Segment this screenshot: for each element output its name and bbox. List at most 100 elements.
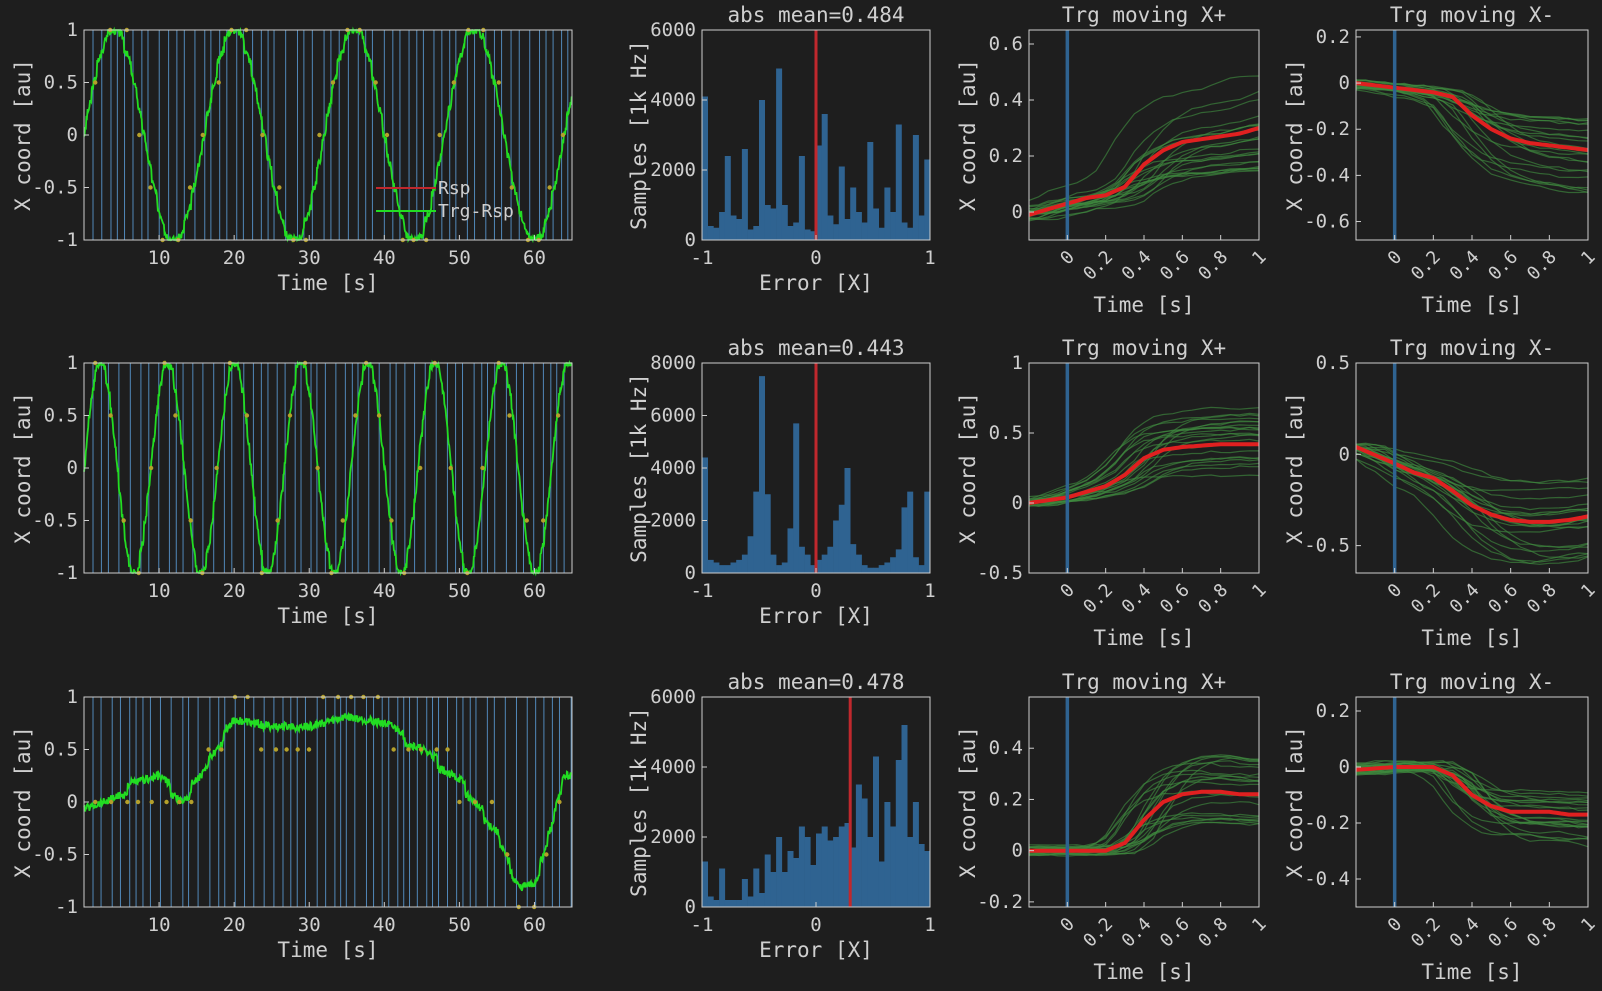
chart-title: abs mean=0.443 <box>727 336 904 360</box>
y-tick-label: 1 <box>67 19 78 41</box>
histogram-bar <box>764 205 771 240</box>
histogram-bar <box>747 229 754 240</box>
target-dot <box>93 799 98 805</box>
histogram-bar <box>719 565 726 574</box>
y-axis-label: X coord [au] <box>11 59 35 211</box>
y-tick-label: -0.2 <box>1304 812 1350 834</box>
x-axis-label: Time [s] <box>1093 293 1194 317</box>
y-tick-label: -1 <box>55 896 78 918</box>
target-dot <box>93 80 98 85</box>
histogram-bar <box>901 507 908 574</box>
legend-label-trg-rsp: Trg-Rsp <box>438 201 514 222</box>
y-axis-label: X coord [au] <box>1283 59 1307 211</box>
y-axis-label: Samples [1k Hz] <box>627 707 651 897</box>
y-tick-label: 0.5 <box>44 739 78 761</box>
x-axis-label: Time [s] <box>277 271 378 295</box>
histogram-bar <box>747 896 754 907</box>
histogram-bar <box>764 494 771 573</box>
histogram-bar <box>861 222 868 240</box>
x-tick-label: 50 <box>448 580 471 602</box>
target-dot <box>315 465 320 471</box>
histogram-bar <box>895 549 902 574</box>
x-tick-label: 30 <box>298 580 321 602</box>
target-dot <box>373 80 378 85</box>
histogram-bar <box>776 565 783 574</box>
target-dot <box>541 518 546 523</box>
y-axis-label: X coord [au] <box>956 726 980 878</box>
y-tick-label: 1 <box>67 352 78 374</box>
y-tick-label: 0.2 <box>1316 26 1350 48</box>
x-tick-label: 10 <box>148 580 171 602</box>
y-tick-label: 2000 <box>650 826 696 848</box>
histogram-bar <box>901 725 908 907</box>
target-dot <box>219 747 224 752</box>
y-tick-label: 0 <box>685 896 696 918</box>
y-tick-label: 6000 <box>650 19 696 41</box>
x-tick-label: 1 <box>924 247 935 269</box>
y-tick-label: -1 <box>55 562 78 584</box>
histogram-bar <box>793 423 800 574</box>
y-tick-label: 2000 <box>650 159 696 181</box>
chart-title: abs mean=0.484 <box>727 3 904 27</box>
y-tick-label: -0.5 <box>32 177 78 199</box>
y-tick-label: 4000 <box>650 756 696 778</box>
target-dot <box>244 413 250 418</box>
y-tick-label: 0.5 <box>44 72 78 94</box>
x-tick-label: 20 <box>223 914 246 936</box>
histogram-bar <box>895 124 902 240</box>
histogram-bar <box>707 226 714 240</box>
y-tick-label: -0.5 <box>1304 535 1350 557</box>
histogram-bar <box>838 504 845 573</box>
target-dot <box>260 132 265 138</box>
x-tick-label: 50 <box>448 914 471 936</box>
y-tick-label: 8000 <box>650 352 696 374</box>
histogram-bar <box>753 868 760 907</box>
x-tick-label: 0 <box>810 580 821 602</box>
trace-panel: 1 0.5 0 -0.5 -1 10 20 30 40 50 60 Time [s] X coord [… <box>11 352 573 628</box>
histogram-bar <box>861 798 868 907</box>
histogram-bar <box>816 145 822 240</box>
histogram-bar <box>844 468 851 573</box>
y-tick-label: 0.5 <box>989 422 1023 444</box>
target-dot <box>560 132 566 138</box>
y-tick-label: 0.2 <box>1316 700 1350 722</box>
histogram-bar <box>821 114 828 240</box>
histogram-bar <box>736 900 743 907</box>
target-dot <box>340 518 345 523</box>
y-tick-label: 0.5 <box>44 405 78 427</box>
histogram-bar <box>816 833 822 907</box>
histogram-bar <box>833 520 840 573</box>
histogram-bar <box>764 854 771 907</box>
histogram-bar <box>890 212 897 240</box>
y-tick-label: 0 <box>1339 756 1350 778</box>
histogram-bar <box>884 562 891 573</box>
y-tick-label: 4000 <box>650 457 696 479</box>
y-tick-label: 0 <box>685 562 696 584</box>
histogram-bar <box>855 784 862 907</box>
target-dot <box>148 185 153 190</box>
y-tick-label: 0 <box>1012 201 1023 223</box>
histogram-bar <box>747 536 754 573</box>
histogram-bar <box>798 546 805 573</box>
target-dot <box>148 465 154 471</box>
y-tick-label: 4000 <box>650 89 696 111</box>
target-dot <box>317 132 322 138</box>
histogram-bar <box>855 554 862 574</box>
y-tick-label: 1 <box>1012 352 1023 374</box>
x-tick-label: 10 <box>148 247 171 269</box>
histogram-bar <box>730 562 737 573</box>
target-dot <box>457 799 462 805</box>
histogram-bar <box>907 491 914 574</box>
y-axis-label: X coord [au] <box>1283 726 1307 878</box>
target-dot <box>418 747 424 752</box>
target-dot <box>206 747 211 752</box>
histogram-bar <box>878 861 885 907</box>
x-tick-label: 60 <box>523 580 546 602</box>
target-dot <box>376 413 382 418</box>
histogram-bar <box>827 215 834 240</box>
histogram-bar <box>878 565 885 574</box>
target-dot <box>391 747 396 752</box>
chart-title: Trg moving X- <box>1390 336 1554 360</box>
legend-label-rsp: Rsp <box>438 178 471 199</box>
